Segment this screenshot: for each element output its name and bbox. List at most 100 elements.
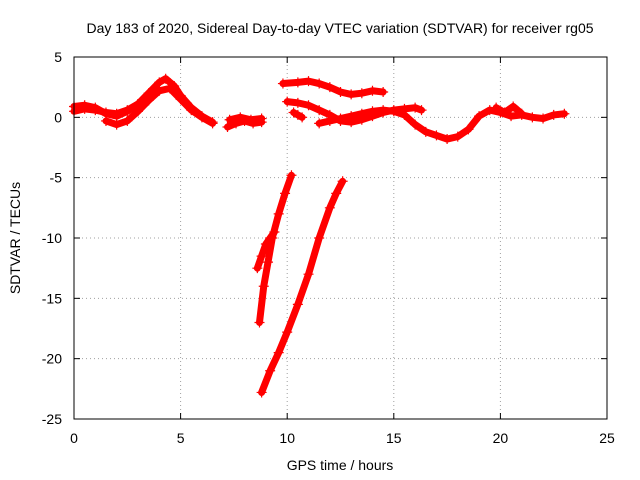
data-point bbox=[303, 269, 314, 280]
y-tick-label: -5 bbox=[50, 170, 63, 186]
series-line bbox=[492, 102, 526, 118]
data-point bbox=[269, 226, 280, 237]
data-point bbox=[273, 208, 284, 219]
data-point bbox=[335, 113, 346, 124]
chart-title: Day 183 of 2020, Sidereal Day-to-day VTE… bbox=[86, 20, 593, 36]
series-arc-9 bbox=[277, 76, 389, 100]
series-line bbox=[279, 77, 387, 98]
data-point bbox=[286, 170, 297, 181]
data-point bbox=[324, 115, 335, 126]
data-point bbox=[235, 112, 246, 123]
data-point bbox=[160, 73, 171, 84]
data-point bbox=[252, 263, 263, 274]
data-point bbox=[484, 105, 495, 116]
x-tick-label: 15 bbox=[386, 430, 402, 446]
data-point bbox=[164, 83, 175, 94]
data-point bbox=[548, 109, 559, 120]
data-point bbox=[508, 101, 519, 112]
data-point bbox=[356, 108, 367, 119]
data-point bbox=[431, 130, 442, 141]
data-point bbox=[506, 111, 517, 122]
data-point bbox=[263, 257, 274, 268]
data-point bbox=[122, 105, 133, 116]
data-point bbox=[303, 100, 314, 111]
data-point bbox=[452, 131, 463, 142]
data-point bbox=[420, 126, 431, 137]
data-point bbox=[378, 105, 389, 116]
data-point bbox=[260, 239, 271, 250]
data-point bbox=[559, 108, 570, 119]
y-tick-label: -10 bbox=[42, 230, 62, 246]
data-point bbox=[273, 347, 284, 358]
data-point bbox=[111, 108, 122, 119]
series-arc-8 bbox=[256, 176, 348, 398]
data-point bbox=[314, 233, 325, 243]
x-tick-label: 10 bbox=[279, 430, 295, 446]
plot-frame bbox=[73, 56, 608, 420]
data-point bbox=[100, 107, 111, 118]
data-point bbox=[378, 86, 389, 97]
series-arc-11 bbox=[288, 107, 308, 123]
data-point bbox=[265, 365, 276, 376]
data-point bbox=[337, 176, 348, 187]
y-tick-label: 5 bbox=[54, 49, 62, 65]
data-point bbox=[154, 77, 165, 88]
data-point bbox=[410, 119, 421, 130]
data-point bbox=[196, 112, 207, 123]
data-point bbox=[346, 89, 357, 100]
data-point bbox=[256, 251, 267, 262]
data-point bbox=[324, 202, 335, 213]
data-point bbox=[474, 111, 485, 122]
data-point bbox=[416, 105, 427, 116]
data-point bbox=[292, 97, 303, 108]
data-point bbox=[297, 112, 308, 123]
y-tick-label: -20 bbox=[42, 351, 62, 367]
x-axis-label: GPS time / hours bbox=[287, 457, 394, 473]
data-point bbox=[388, 106, 399, 117]
data-point bbox=[527, 112, 538, 123]
data-point bbox=[143, 93, 154, 104]
series-line bbox=[226, 113, 266, 124]
data-point bbox=[335, 86, 346, 97]
data-point bbox=[538, 113, 549, 124]
data-point bbox=[132, 99, 143, 110]
tick-labels: 0 5 10 15 20 25 5 0 -5 -10 -15 -20 -25 bbox=[42, 49, 615, 446]
series-arc-2 bbox=[100, 83, 218, 130]
x-tick-label: 5 bbox=[177, 430, 185, 446]
data-point bbox=[186, 105, 197, 116]
data-point bbox=[122, 115, 133, 126]
data-point bbox=[346, 111, 357, 122]
data-point bbox=[265, 233, 276, 243]
data-point bbox=[222, 121, 233, 132]
data-point bbox=[491, 102, 502, 113]
data-point bbox=[111, 119, 122, 130]
series-arc-13 bbox=[491, 101, 527, 119]
y-tick-label: -15 bbox=[42, 290, 62, 306]
data-point bbox=[282, 327, 293, 338]
data-point bbox=[154, 85, 165, 96]
y-tick-label: -25 bbox=[42, 411, 62, 427]
data-point bbox=[256, 387, 267, 398]
data-point bbox=[224, 114, 235, 125]
data-point bbox=[175, 94, 186, 105]
data-point bbox=[324, 82, 335, 93]
data-series bbox=[69, 73, 570, 398]
data-point bbox=[292, 77, 303, 88]
data-point bbox=[314, 118, 325, 129]
data-point bbox=[410, 102, 421, 113]
data-point bbox=[207, 118, 218, 129]
data-point bbox=[303, 76, 314, 87]
data-point bbox=[367, 106, 378, 117]
y-axis-label: SDTVAR / TECUs bbox=[7, 182, 23, 294]
data-point bbox=[314, 78, 325, 89]
data-point bbox=[516, 108, 527, 119]
data-point bbox=[292, 299, 303, 310]
data-point bbox=[463, 124, 474, 135]
series-line bbox=[258, 177, 347, 396]
series-arc-5 bbox=[224, 112, 267, 125]
data-point bbox=[79, 103, 90, 114]
x-tick-label: 20 bbox=[493, 430, 509, 446]
data-point bbox=[314, 105, 325, 116]
data-point bbox=[258, 281, 269, 292]
